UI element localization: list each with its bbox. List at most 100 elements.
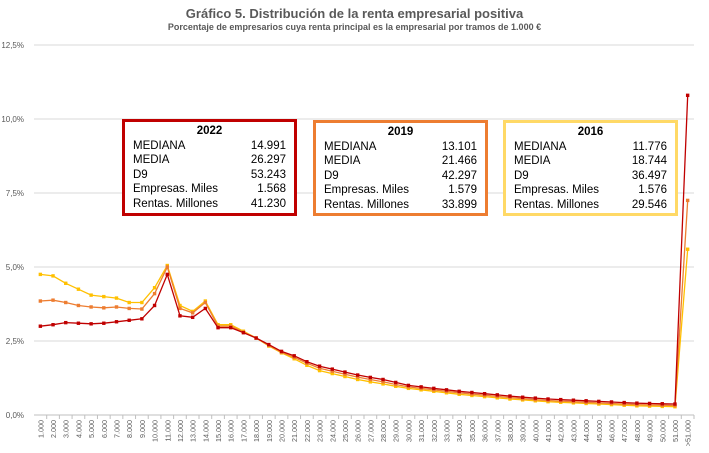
data-point-2019 — [89, 305, 93, 309]
x-tick-label: 18.000 — [252, 420, 261, 442]
data-point-2022 — [432, 386, 436, 391]
x-tick-label: 40.000 — [531, 420, 540, 442]
x-tick-label: 14.000 — [201, 420, 210, 442]
data-point-2022 — [267, 342, 271, 347]
data-point-2022 — [165, 272, 169, 277]
data-point-2019 — [317, 366, 322, 370]
data-point-2022 — [673, 402, 677, 406]
stat-value: 41.230 — [250, 197, 286, 210]
x-tick-label: 5.000 — [87, 420, 96, 438]
stat-row-empresas: Empresas. Miles 1.579 — [324, 183, 477, 197]
data-point-2022 — [178, 314, 182, 318]
data-point-2022 — [622, 400, 626, 405]
data-point-2019 — [394, 382, 398, 387]
stat-value: 1.568 — [257, 183, 286, 196]
stat-label: D9 — [514, 169, 529, 182]
data-point-2022 — [444, 388, 449, 392]
data-point-2022 — [685, 93, 690, 98]
stat-label: Rentas. Millones — [324, 198, 410, 211]
x-tick-label: 24.000 — [328, 420, 337, 442]
data-point-2022 — [406, 383, 411, 388]
stat-label: Empresas. Miles — [324, 184, 409, 197]
x-tick-label: 13.000 — [189, 420, 198, 442]
stat-value: 36.497 — [631, 169, 667, 182]
stat-value: 21.466 — [441, 155, 477, 168]
stats-box-2019: 2019 MEDIANA 13.101 MEDIA 21.466 D9 42.297 … — [313, 120, 488, 216]
data-point-2022 — [76, 321, 81, 325]
x-tick-label: 50.000 — [658, 420, 667, 442]
data-point-2016 — [76, 287, 81, 291]
stat-label: Rentas. Millones — [133, 197, 219, 210]
data-point-2022 — [89, 322, 93, 326]
data-point-2016 — [317, 368, 322, 373]
data-point-2016 — [127, 300, 131, 305]
x-tick-label: 33.000 — [443, 420, 452, 442]
data-point-2022 — [317, 364, 322, 368]
x-tick-label: 44.000 — [582, 420, 591, 442]
data-point-2016 — [102, 294, 106, 299]
x-tick-label: 45.000 — [595, 420, 604, 442]
data-point-2019 — [190, 311, 195, 315]
data-point-2019 — [685, 198, 690, 203]
data-point-2022 — [38, 324, 43, 328]
stat-label: MEDIANA — [514, 141, 567, 153]
data-point-2022 — [495, 393, 499, 397]
chart-title: Gráfico 5. Distribución de la renta empr… — [185, 6, 524, 21]
data-point-2022 — [241, 331, 246, 335]
stat-row-d9: D9 42.297 — [324, 169, 477, 183]
stat-value: 1.576 — [638, 184, 667, 197]
y-tick-label: 2,5% — [6, 337, 24, 346]
stat-value: 13.101 — [441, 141, 477, 153]
data-point-2022 — [229, 325, 233, 330]
x-tick-label: 21.000 — [290, 420, 299, 442]
data-point-2016 — [685, 247, 690, 251]
stat-row-empresas: Empresas. Miles 1.568 — [133, 182, 286, 196]
x-tick-label: 28.000 — [379, 420, 388, 442]
stat-row-media: MEDIA 21.466 — [324, 154, 477, 168]
x-tick-label: 8.000 — [125, 420, 134, 438]
stat-row-d9: D9 36.497 — [514, 169, 667, 183]
data-point-2016 — [330, 371, 334, 376]
data-point-2022 — [64, 320, 68, 325]
stat-value: 1.579 — [448, 184, 477, 197]
x-tick-label: 9.000 — [138, 420, 147, 438]
stat-value: 42.297 — [441, 169, 477, 182]
data-point-2022 — [635, 401, 639, 405]
x-tick-label: >51.000 — [684, 420, 693, 446]
stat-row-rentas: Rentas. Millones 29.546 — [514, 198, 667, 212]
x-tick-label: 49.000 — [646, 420, 655, 442]
x-tick-label: 26.000 — [354, 420, 363, 442]
data-point-2022 — [470, 390, 474, 395]
data-point-2016 — [51, 274, 55, 278]
data-point-2016 — [114, 296, 119, 300]
stat-value: 18.744 — [631, 155, 667, 168]
stat-row-mediana: MEDIANA 11.776 — [514, 140, 667, 154]
x-tick-label: 16.000 — [227, 420, 236, 442]
data-point-2022 — [292, 354, 296, 358]
data-point-2019 — [152, 291, 157, 296]
data-point-2019 — [178, 306, 182, 311]
data-point-2022 — [279, 349, 284, 354]
data-point-2019 — [368, 377, 373, 382]
x-tick-label: 36.000 — [481, 420, 490, 442]
x-tick-label: 6.000 — [100, 420, 109, 438]
data-point-2022 — [140, 317, 144, 321]
x-tick-label: 4.000 — [74, 420, 83, 438]
stat-row-media: MEDIA 26.297 — [133, 153, 286, 167]
stat-label: Rentas. Millones — [514, 198, 600, 211]
data-point-2022 — [533, 396, 538, 400]
data-point-2022 — [305, 360, 309, 364]
data-point-2016 — [64, 281, 68, 285]
x-tick-label: 27.000 — [366, 420, 375, 442]
data-point-2019 — [203, 300, 208, 305]
stat-value: 14.991 — [250, 140, 286, 152]
stats-box-2016: 2016 MEDIANA 11.776 MEDIA 18.744 D9 36.497 … — [503, 120, 678, 216]
data-point-2016 — [343, 374, 347, 379]
data-point-2022 — [419, 385, 423, 389]
x-tick-label: 29.000 — [392, 420, 401, 442]
stat-value: 33.899 — [441, 198, 477, 211]
data-point-2022 — [508, 394, 512, 398]
data-point-2022 — [190, 315, 195, 320]
data-point-2022 — [152, 303, 157, 308]
